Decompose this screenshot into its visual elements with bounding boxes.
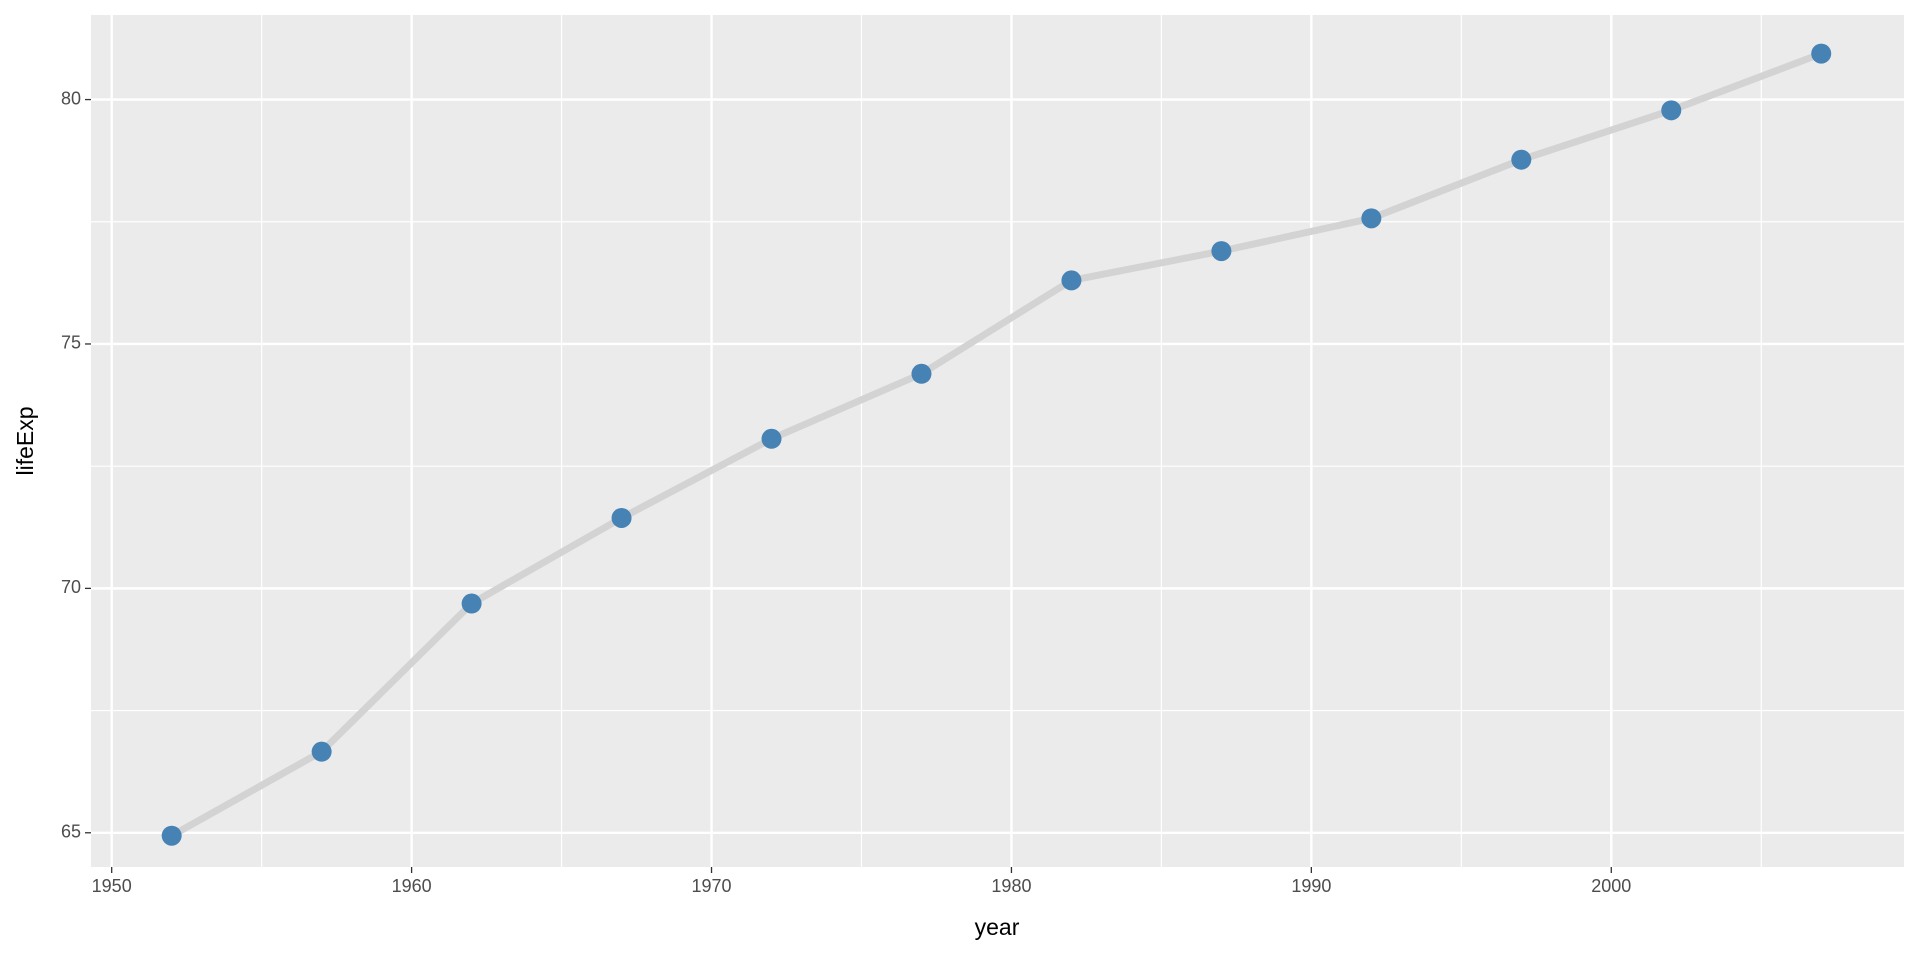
x-tick-label: 1960 <box>392 876 432 896</box>
grid <box>91 15 1904 867</box>
x-tick-label: 1970 <box>692 876 732 896</box>
x-tick-label: 1980 <box>991 876 1031 896</box>
point <box>1661 100 1682 121</box>
line <box>168 50 1825 840</box>
y-axis-title: lifeExp <box>12 406 38 475</box>
point <box>761 428 782 449</box>
point <box>461 593 482 614</box>
point <box>161 825 182 846</box>
x-tick-label: 1950 <box>92 876 132 896</box>
y-tick-label: 80 <box>61 88 81 108</box>
point <box>1061 270 1082 291</box>
point <box>1511 149 1532 170</box>
panel <box>91 15 1904 867</box>
point <box>1811 43 1832 64</box>
point <box>1211 241 1232 262</box>
point <box>611 507 632 528</box>
x-tick-label: 1990 <box>1291 876 1331 896</box>
y-tick-label: 70 <box>61 577 81 597</box>
marks <box>161 43 1832 846</box>
x-axis-title: year <box>975 914 1020 940</box>
point <box>911 363 932 384</box>
x-tick-label: 2000 <box>1591 876 1631 896</box>
y-tick-label: 65 <box>61 822 81 842</box>
y-tick-label: 75 <box>61 333 81 353</box>
point <box>1361 208 1382 229</box>
point <box>311 741 332 762</box>
